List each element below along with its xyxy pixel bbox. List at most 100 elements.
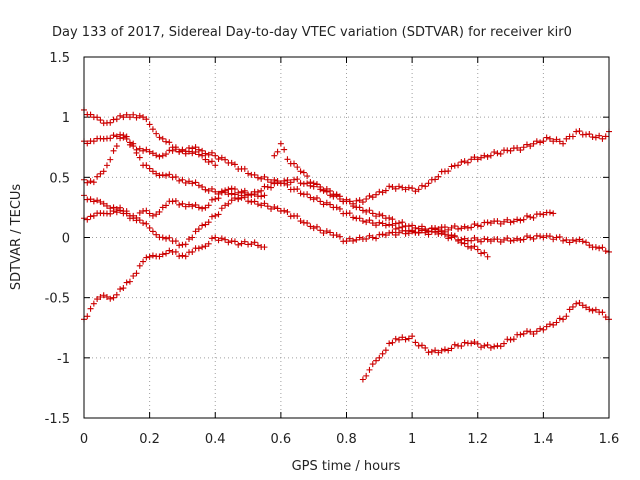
- data-point: [504, 216, 511, 223]
- data-point: [199, 183, 206, 190]
- data-point: [222, 202, 229, 209]
- data-point: [317, 227, 324, 234]
- data-point: [110, 147, 117, 154]
- data-point: [130, 273, 137, 280]
- data-point: [192, 228, 199, 235]
- data-point: [336, 233, 343, 240]
- data-point: [530, 235, 537, 242]
- data-point: [569, 303, 576, 310]
- plot-frame: [83, 56, 610, 419]
- data-point: [258, 187, 265, 194]
- data-point: [146, 224, 153, 231]
- data-point: [602, 248, 609, 255]
- data-point: [264, 203, 271, 210]
- data-point: [136, 154, 143, 161]
- data-point: [274, 148, 281, 155]
- data-point: [140, 114, 147, 121]
- data-point: [205, 240, 212, 247]
- data-point: [405, 335, 412, 342]
- data-point: [583, 239, 590, 246]
- data-point: [363, 372, 370, 379]
- data-point: [179, 252, 186, 259]
- data-point: [133, 270, 140, 277]
- data-point: [336, 205, 343, 212]
- data-point: [517, 237, 524, 244]
- data-point: [445, 232, 452, 239]
- data-point: [254, 201, 261, 208]
- data-point: [514, 235, 521, 242]
- data-point: [202, 204, 209, 211]
- data-point: [186, 178, 192, 185]
- data-point: [579, 238, 586, 245]
- data-point: [149, 228, 156, 235]
- data-point: [478, 223, 485, 230]
- data-point: [451, 232, 458, 239]
- data-point: [297, 190, 304, 197]
- y-tick-label: -1.5: [45, 412, 70, 427]
- data-point: [392, 335, 399, 342]
- data-point: [418, 223, 425, 230]
- data-point: [218, 154, 225, 161]
- y-tick-label: -0.5: [45, 292, 70, 307]
- data-point: [566, 306, 573, 313]
- data-point: [126, 114, 133, 121]
- y-tick-label: 1.5: [49, 51, 70, 66]
- data-point: [94, 197, 101, 204]
- data-point: [455, 237, 462, 244]
- data-point: [363, 195, 370, 202]
- data-point: [123, 279, 130, 286]
- data-point: [586, 306, 593, 313]
- data-point: [231, 195, 238, 202]
- data-point: [231, 238, 238, 245]
- data-point: [474, 156, 481, 163]
- data-point: [294, 213, 301, 220]
- data-point: [277, 140, 284, 147]
- data-point: [533, 138, 540, 145]
- data-point: [359, 207, 366, 214]
- data-point: [589, 307, 596, 314]
- data-point: [369, 210, 376, 217]
- data-point: [346, 210, 353, 217]
- data-point: [84, 216, 91, 223]
- data-point: [537, 233, 544, 240]
- data-point: [569, 237, 576, 244]
- data-point: [435, 228, 442, 235]
- data-point: [422, 226, 429, 233]
- data-point: [418, 342, 425, 349]
- data-point: [550, 321, 557, 328]
- data-point: [596, 132, 603, 139]
- data-point: [153, 152, 160, 159]
- data-point: [208, 196, 215, 203]
- x-tick-label: 0.4: [205, 432, 226, 447]
- data-point: [520, 236, 527, 243]
- data-point: [291, 160, 297, 167]
- data-point: [179, 200, 186, 207]
- data-point: [389, 229, 396, 236]
- data-point: [274, 205, 281, 212]
- data-point: [359, 218, 366, 225]
- data-point: [396, 336, 402, 343]
- data-point: [208, 185, 215, 192]
- data-point: [435, 173, 442, 180]
- data-point: [215, 156, 222, 163]
- data-point: [359, 199, 366, 206]
- data-point: [373, 357, 380, 364]
- data-point: [163, 151, 170, 158]
- data-point: [579, 302, 586, 309]
- data-point: [189, 248, 196, 255]
- data-point: [107, 119, 114, 126]
- data-point: [481, 342, 488, 349]
- data-point: [271, 152, 278, 159]
- data-point: [117, 286, 124, 293]
- data-point: [264, 183, 271, 190]
- data-point: [231, 186, 238, 193]
- data-point: [238, 188, 245, 195]
- data-point: [389, 339, 396, 346]
- data-point: [251, 198, 258, 205]
- data-point: [330, 193, 337, 200]
- data-point: [599, 135, 606, 142]
- data-point: [251, 239, 258, 246]
- data-point: [320, 230, 327, 236]
- data-point: [297, 180, 304, 187]
- data-point: [182, 241, 189, 248]
